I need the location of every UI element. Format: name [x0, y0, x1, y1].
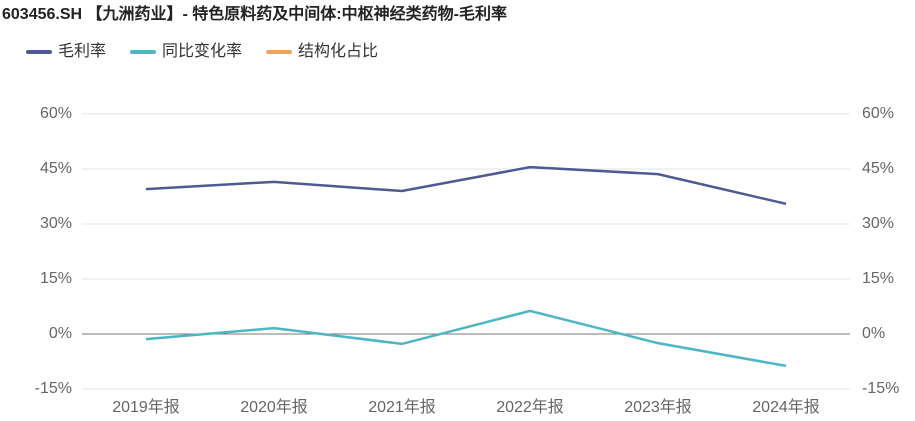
x-tick-label: 2024年报 [752, 398, 820, 416]
y2-tick-label: -15% [862, 380, 899, 397]
y-tick-label: -15% [35, 380, 72, 397]
x-tick-label: 2023年报 [624, 398, 692, 416]
chart-title: 603456.SH 【九洲药业】- 特色原料药及中间体:中枢神经类药物-毛利率 [2, 4, 507, 23]
y-tick-label: 30% [40, 215, 72, 232]
x-tick-label: 2021年报 [368, 398, 436, 416]
x-tick-label: 2020年报 [240, 398, 308, 416]
y-tick-label: 15% [40, 270, 72, 287]
y-tick-label: 60% [40, 105, 72, 122]
y2-tick-label: 45% [862, 160, 894, 177]
y2-tick-label: 0% [862, 325, 885, 342]
legend-label: 同比变化率 [162, 42, 242, 60]
y2-tick-label: 30% [862, 215, 894, 232]
series-line [145, 165, 787, 206]
legend-label: 结构化占比 [298, 42, 378, 60]
legend-label: 毛利率 [58, 42, 106, 60]
series-line [145, 309, 787, 368]
x-tick-label: 2019年报 [112, 398, 180, 416]
y2-tick-label: 15% [862, 270, 894, 287]
x-tick-label: 2022年报 [496, 398, 564, 416]
y2-tick-label: 60% [862, 105, 894, 122]
y-tick-label: 0% [49, 325, 72, 342]
y-tick-label: 45% [40, 160, 72, 177]
